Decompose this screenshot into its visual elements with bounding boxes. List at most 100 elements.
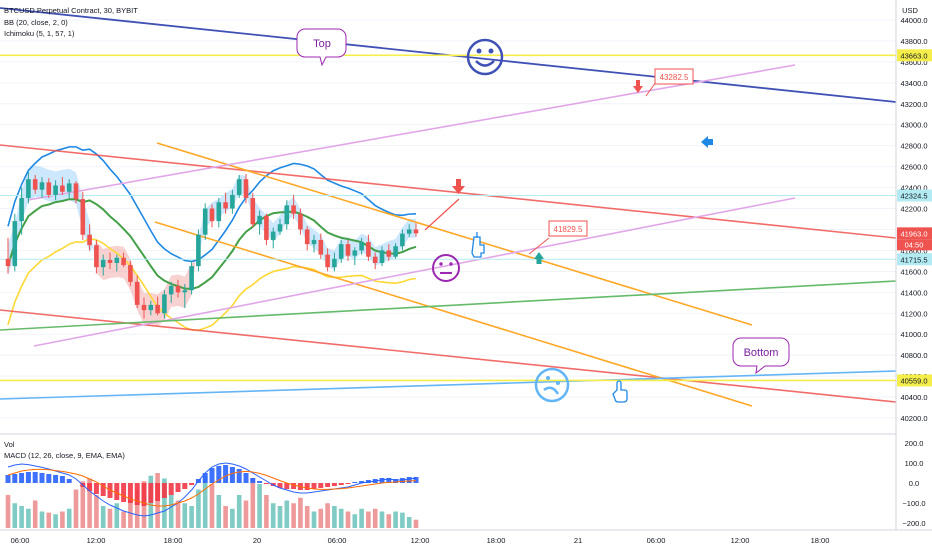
volume-bar bbox=[5, 495, 11, 528]
bottom-callout[interactable]: Bottom bbox=[732, 337, 790, 375]
trendline-orange-lower[interactable] bbox=[154, 221, 753, 407]
trendline-red-upper[interactable] bbox=[0, 144, 897, 239]
candle[interactable] bbox=[209, 204, 215, 228]
candle[interactable] bbox=[141, 297, 147, 319]
volume-bar bbox=[73, 489, 79, 528]
volume-bar bbox=[325, 503, 330, 528]
macd-histogram-bar bbox=[277, 483, 283, 488]
candle[interactable] bbox=[107, 252, 113, 270]
trendline-orange-upper[interactable] bbox=[156, 142, 753, 326]
candle[interactable] bbox=[311, 234, 317, 253]
candle[interactable] bbox=[352, 247, 358, 266]
candle[interactable] bbox=[32, 175, 38, 194]
macd-histogram-bar bbox=[175, 483, 181, 492]
candle[interactable] bbox=[19, 187, 24, 235]
macd-tick-labels: 200.0 100.0 0.0 −100.0 −200.0 bbox=[902, 439, 925, 528]
target-label-mid[interactable]: 41829.5 bbox=[528, 220, 588, 255]
candle[interactable] bbox=[162, 290, 167, 319]
candle[interactable] bbox=[128, 260, 133, 287]
candle[interactable] bbox=[66, 179, 72, 199]
candle[interactable] bbox=[12, 213, 18, 272]
candle[interactable] bbox=[5, 237, 11, 274]
top-callout[interactable]: Top bbox=[296, 28, 347, 67]
candle[interactable] bbox=[148, 300, 154, 316]
candle[interactable] bbox=[332, 252, 337, 272]
trendline-light-blue[interactable] bbox=[0, 370, 897, 400]
candle[interactable] bbox=[182, 283, 188, 309]
candle[interactable] bbox=[216, 198, 222, 228]
candle[interactable] bbox=[304, 226, 310, 251]
candle[interactable] bbox=[60, 177, 65, 195]
volume-bars bbox=[5, 473, 419, 528]
candle[interactable] bbox=[236, 175, 242, 199]
target-label-mid-text: 41829.5 bbox=[554, 225, 583, 234]
candle[interactable] bbox=[223, 192, 228, 214]
candle[interactable] bbox=[53, 180, 58, 201]
volume-bar bbox=[223, 506, 228, 528]
candle[interactable] bbox=[26, 171, 31, 204]
candle[interactable] bbox=[202, 203, 208, 240]
candle[interactable] bbox=[121, 252, 126, 268]
candle[interactable] bbox=[264, 213, 269, 246]
candle[interactable] bbox=[175, 279, 181, 298]
time-tick-label: 18:00 bbox=[164, 536, 183, 545]
candle[interactable] bbox=[46, 178, 52, 199]
macd-histogram-bar bbox=[250, 478, 256, 483]
candle[interactable] bbox=[134, 275, 140, 309]
candle[interactable] bbox=[100, 254, 106, 276]
candle[interactable] bbox=[87, 224, 92, 251]
candle[interactable] bbox=[345, 239, 351, 261]
trendline-red-lower[interactable] bbox=[0, 309, 897, 403]
candle[interactable] bbox=[94, 239, 99, 274]
candle[interactable] bbox=[298, 208, 303, 235]
candle[interactable] bbox=[413, 223, 419, 237]
candle[interactable] bbox=[80, 191, 86, 240]
candle[interactable] bbox=[379, 246, 385, 267]
candle[interactable] bbox=[400, 229, 405, 251]
candle[interactable] bbox=[372, 252, 378, 270]
macd-histogram-bar bbox=[141, 483, 147, 506]
candle[interactable] bbox=[155, 296, 160, 316]
candle[interactable] bbox=[359, 237, 364, 255]
candle[interactable] bbox=[73, 181, 79, 204]
candle[interactable] bbox=[277, 219, 283, 235]
candle[interactable] bbox=[39, 177, 45, 199]
candle[interactable] bbox=[325, 248, 330, 272]
volume-bar bbox=[359, 508, 364, 528]
price-tag bbox=[897, 253, 932, 266]
candle[interactable] bbox=[386, 244, 392, 261]
price-tick-label: 44000.0 bbox=[900, 16, 927, 25]
candle[interactable] bbox=[393, 243, 398, 259]
candle[interactable] bbox=[270, 227, 276, 249]
volume-bar bbox=[134, 489, 140, 528]
candle[interactable] bbox=[250, 192, 256, 228]
target-label-high[interactable]: 43282.5 bbox=[645, 68, 694, 97]
volume-bar bbox=[100, 506, 106, 528]
candle[interactable] bbox=[338, 239, 344, 263]
candle[interactable] bbox=[114, 254, 120, 272]
candlesticks[interactable] bbox=[5, 171, 419, 319]
candle[interactable] bbox=[257, 210, 262, 235]
candle[interactable] bbox=[168, 281, 174, 303]
candle[interactable] bbox=[189, 260, 194, 295]
trendline-pink-upper[interactable] bbox=[27, 64, 796, 201]
volume-bar bbox=[121, 511, 126, 528]
candle[interactable] bbox=[243, 173, 249, 204]
volume-bar bbox=[264, 495, 269, 528]
legend-vol: Vol bbox=[4, 440, 15, 449]
candle[interactable] bbox=[318, 233, 324, 259]
candle[interactable] bbox=[284, 200, 290, 230]
candle[interactable] bbox=[406, 224, 412, 237]
trendline-green[interactable] bbox=[0, 280, 897, 331]
candle[interactable] bbox=[291, 194, 296, 219]
volume-bar bbox=[19, 506, 24, 528]
candle[interactable] bbox=[366, 234, 371, 261]
macd-histogram-bar bbox=[182, 483, 188, 489]
horizontal-levels[interactable] bbox=[0, 54, 896, 382]
candle[interactable] bbox=[230, 189, 235, 214]
annotations[interactable]: Top Bottom 43282.5 41829.5 bbox=[296, 28, 790, 403]
red-down-arrow-icon bbox=[452, 179, 465, 194]
time-axis[interactable]: 06:00 12:00 18:00 20 06:00 12:00 18:00 21 06:00 1… bbox=[0, 529, 932, 550]
candle[interactable] bbox=[196, 229, 201, 272]
